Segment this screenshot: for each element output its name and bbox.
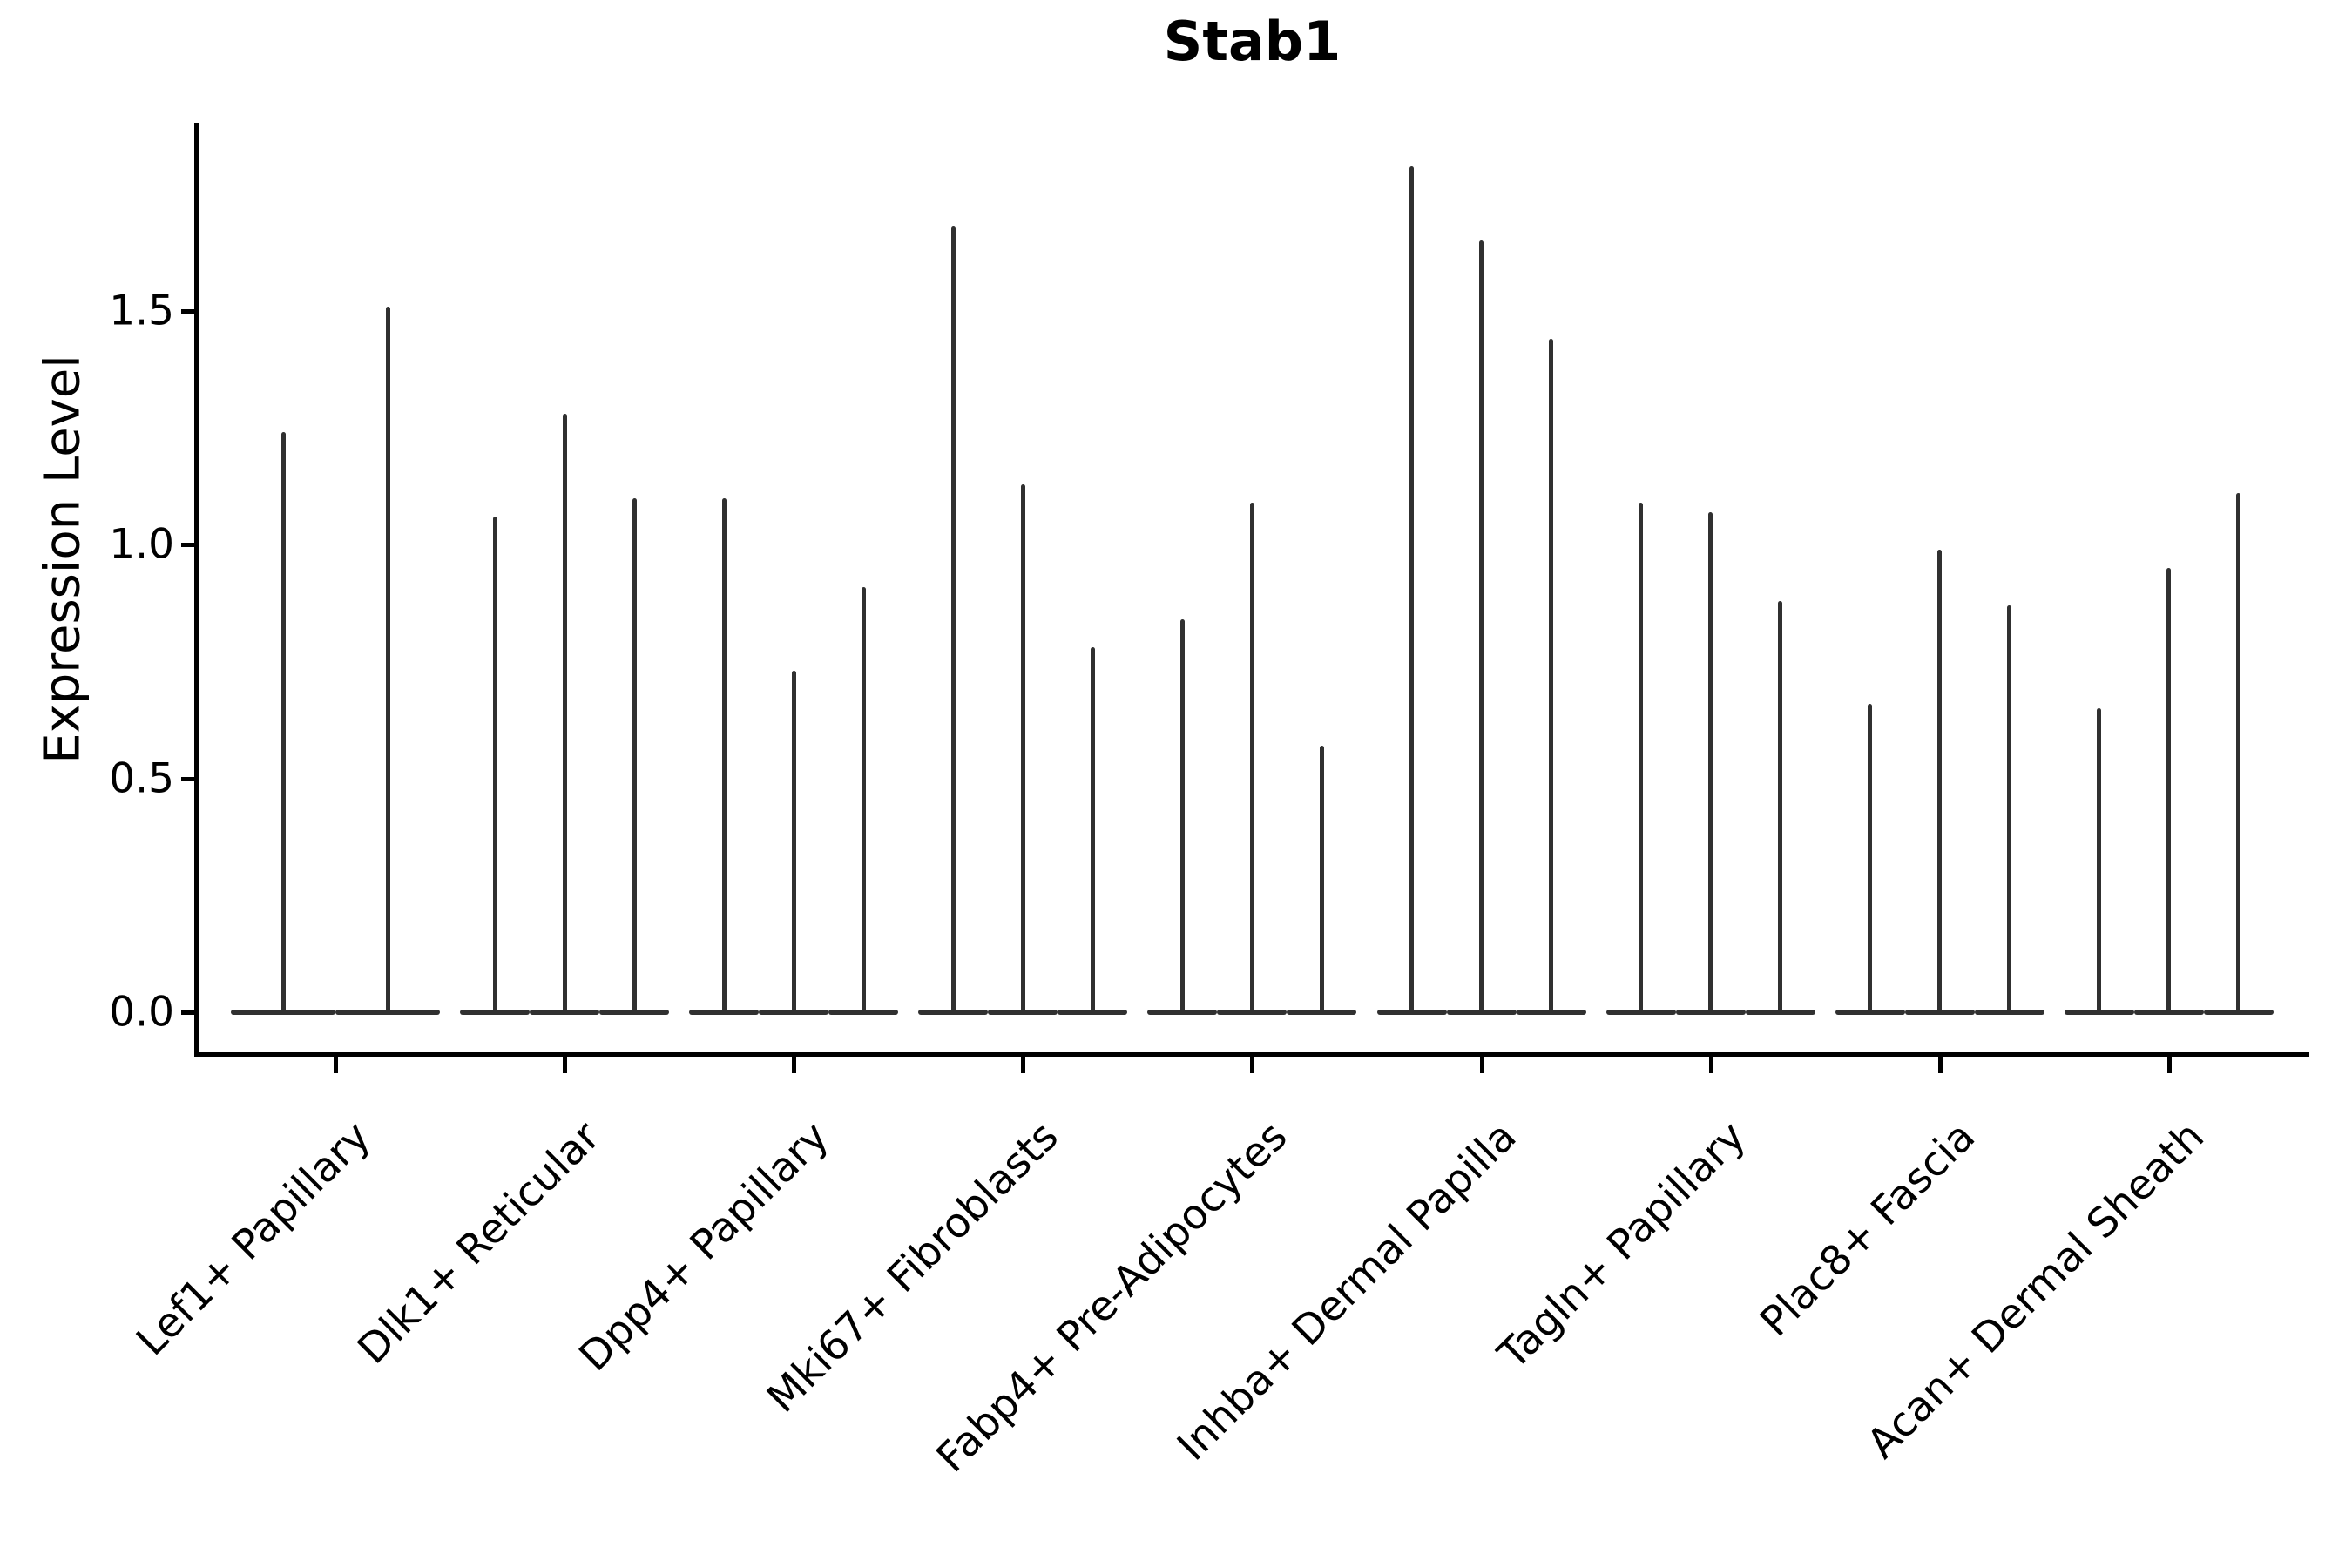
x-tick	[1708, 1057, 1713, 1073]
violin-spike	[632, 497, 637, 1015]
x-tick	[1937, 1057, 1943, 1073]
violin-spike	[1090, 647, 1095, 1015]
x-tick	[563, 1057, 568, 1073]
x-tick	[2166, 1057, 2172, 1073]
y-tick	[181, 543, 195, 548]
violin-spike	[562, 414, 567, 1015]
chart-title: Stab1	[1163, 10, 1342, 73]
violin-spike	[1319, 746, 1324, 1015]
y-axis-spine	[194, 123, 199, 1057]
y-tick-label: 0.5	[109, 754, 174, 803]
x-tick-label: Lef1+ Papillary	[127, 1112, 381, 1366]
violin-spike	[1868, 703, 1873, 1015]
y-tick	[181, 776, 195, 781]
violin-spike	[1479, 240, 1484, 1015]
violin-spike	[1639, 502, 1644, 1015]
violin-spike	[791, 671, 796, 1015]
violin-spike	[1409, 166, 1414, 1015]
violin-spike	[950, 226, 956, 1015]
x-tick	[1479, 1057, 1484, 1073]
violin-spike	[2236, 493, 2241, 1015]
violin-spike	[1708, 511, 1713, 1015]
violin-spike	[280, 432, 286, 1015]
violin-spike	[1778, 600, 1783, 1015]
x-axis-spine	[194, 1052, 2309, 1057]
x-tick	[1021, 1057, 1026, 1073]
violin-spike	[385, 306, 390, 1015]
y-tick-label: 0.0	[109, 988, 174, 1037]
y-tick	[181, 308, 195, 314]
violin-spike	[1179, 619, 1185, 1015]
violin-spike	[2097, 708, 2102, 1015]
y-tick-label: 1.5	[109, 287, 174, 335]
y-tick-label: 1.0	[109, 520, 174, 569]
x-tick-label: Dpp4+ Papillary	[570, 1112, 839, 1381]
x-tick-label: Dlk1+ Reticular	[348, 1112, 610, 1374]
x-tick-label: Plac8+ Fascia	[1750, 1112, 1984, 1347]
violin-spike	[1937, 549, 1943, 1015]
x-tick	[334, 1057, 338, 1073]
violin-spike	[2007, 605, 2012, 1015]
violin-spike	[721, 497, 727, 1015]
violin-spike	[1549, 339, 1553, 1015]
violin-spike	[1249, 502, 1254, 1015]
x-tick-label: Tagln+ Papillary	[1489, 1112, 1755, 1379]
violin-spike	[861, 586, 866, 1015]
x-tick	[1250, 1057, 1255, 1073]
y-tick	[181, 1010, 195, 1015]
violin-spike	[1020, 483, 1025, 1015]
violin-spike	[2166, 568, 2172, 1015]
x-tick	[792, 1057, 797, 1073]
violin-spike	[492, 517, 497, 1015]
